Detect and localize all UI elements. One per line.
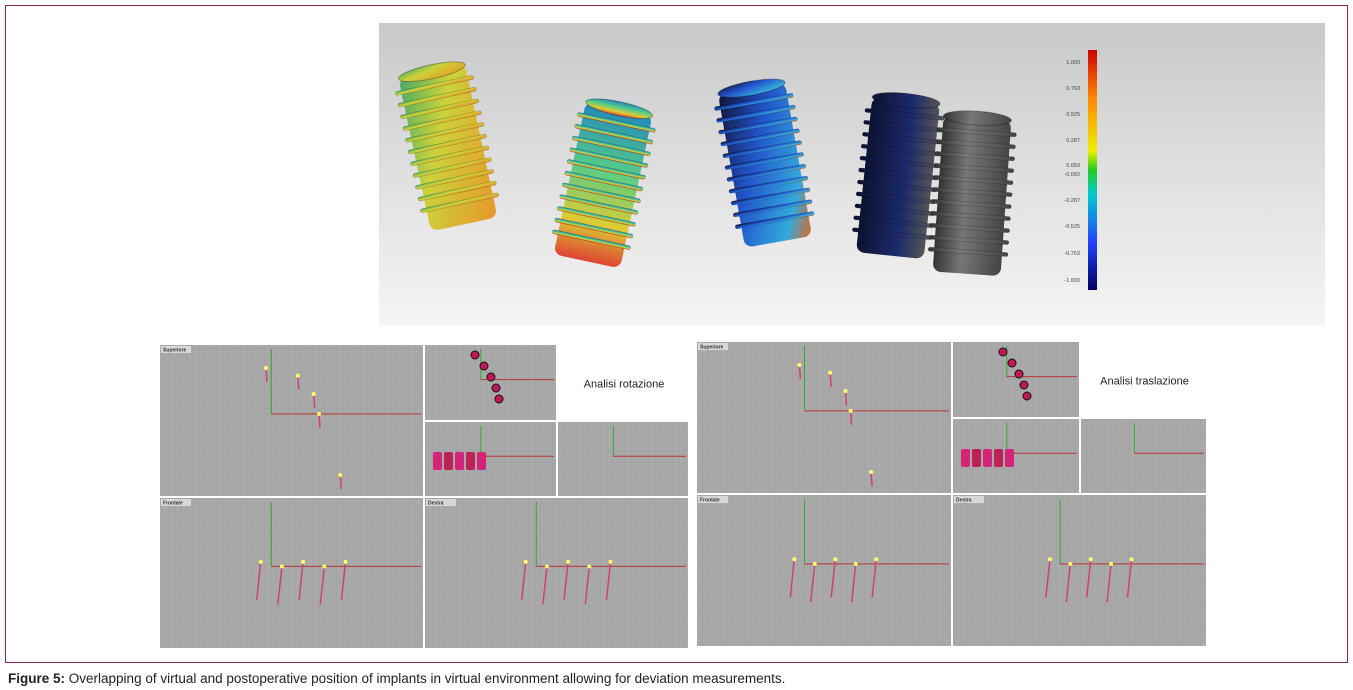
implant-marker (319, 414, 320, 428)
caption: Figure 5: Overlapping of virtual and pos… (8, 671, 785, 686)
implant-head (1109, 562, 1113, 566)
implant-head (1068, 562, 1072, 566)
implant-head (792, 557, 796, 561)
implant-head (344, 560, 348, 564)
scale-label: -1.000 (1064, 278, 1080, 284)
implant-head (1048, 557, 1052, 561)
scale-label: -0.287 (1064, 198, 1080, 204)
implant-shape (487, 373, 495, 381)
viewport (558, 422, 688, 496)
viewport (697, 495, 951, 646)
implant-marker (851, 411, 852, 425)
implant-head (280, 564, 284, 568)
implant-head (797, 363, 801, 367)
implant-head (843, 389, 847, 393)
implant-shape (492, 384, 500, 392)
implant-shape (1023, 392, 1031, 400)
viewport (425, 345, 556, 420)
scale-label: 0.525 (1066, 112, 1080, 118)
viewport (160, 345, 423, 496)
viewport-label: Frontale (163, 501, 183, 507)
implant-shape (1005, 449, 1014, 467)
implant-marker (830, 373, 831, 387)
implant-head (1089, 557, 1093, 561)
panel-note: Analisi rotazione (584, 379, 665, 391)
page: {"figure": { "heatmap": {"scale_labels":… (0, 0, 1353, 690)
viewport-label: Destra (428, 501, 444, 507)
implant-marker (340, 475, 341, 489)
scale-label: 0.050 (1066, 163, 1080, 169)
implant-head (296, 374, 300, 378)
implant-shape (466, 452, 475, 470)
implant-shape (433, 452, 442, 470)
implant-head (322, 564, 326, 568)
scale-label: 1.000 (1066, 60, 1080, 66)
implant-head (609, 560, 613, 564)
implant-marker (845, 391, 846, 405)
viewport (953, 419, 1079, 493)
viewport (953, 342, 1079, 417)
implant-head (312, 392, 316, 396)
viewport-panel: Superiore Analisi traslazione Frontale Dest… (697, 342, 1208, 646)
implant-shape (972, 449, 981, 467)
implant-head (264, 366, 268, 370)
scale-label: -0.525 (1064, 224, 1080, 230)
implant-head (259, 560, 263, 564)
implant-shape (999, 348, 1007, 356)
implant-head (869, 470, 873, 474)
figure: 1.000 0.763 0.525 0.287 0.050 -0.050 -0.287 -0.… (0, 0, 1353, 690)
heatmap-background (379, 23, 1325, 325)
implant-head (849, 409, 853, 413)
implant-marker (266, 368, 267, 382)
panel-note: Analisi traslazione (1100, 376, 1189, 388)
implant-head (566, 560, 570, 564)
viewport (697, 342, 951, 493)
color-scale (1088, 50, 1097, 290)
implant-shape (1008, 359, 1016, 367)
viewport (1081, 419, 1206, 493)
implant-marker (298, 376, 299, 390)
implant-shape (961, 449, 970, 467)
scale-label: 0.287 (1066, 138, 1080, 144)
implant-marker (314, 394, 315, 408)
implant-marker (871, 472, 872, 486)
implant-shape (983, 449, 992, 467)
implant-head (813, 562, 817, 566)
implant-head (854, 562, 858, 566)
viewport-label: Superiore (163, 348, 187, 354)
implant-head (317, 412, 321, 416)
implant-shape (477, 452, 486, 470)
implant-marker (799, 365, 800, 379)
implant-shape (495, 395, 503, 403)
viewport-label: Destra (956, 498, 972, 504)
implant-head (338, 473, 342, 477)
viewport-label: Frontale (700, 498, 720, 504)
implant-shape (1020, 381, 1028, 389)
implant-head (524, 560, 528, 564)
viewport-panel: Superiore Analisi rotazione Frontale Destra (160, 345, 690, 648)
heatmap-image: 1.000 0.763 0.525 0.287 0.050 -0.050 -0.287 -0.… (379, 23, 1325, 325)
viewport (953, 495, 1206, 646)
viewport-label: Superiore (700, 345, 724, 351)
viewport (160, 498, 423, 648)
implant-head (545, 564, 549, 568)
implant-shape (471, 351, 479, 359)
implant-head (301, 560, 305, 564)
implant-head (1130, 557, 1134, 561)
scale-label: 0.763 (1066, 86, 1080, 92)
scale-label: -0.763 (1064, 251, 1080, 257)
implant-shape (480, 362, 488, 370)
implant-head (828, 371, 832, 375)
implant-shape (444, 452, 453, 470)
implant-head (833, 557, 837, 561)
implant-shape (994, 449, 1003, 467)
viewport (425, 498, 688, 648)
scale-label: -0.050 (1064, 172, 1080, 178)
implant-shape (1015, 370, 1023, 378)
implant-head (874, 557, 878, 561)
implant-head (587, 564, 591, 568)
caption-label: Figure 5: (8, 671, 65, 686)
implant-shape (455, 452, 464, 470)
caption-text: Overlapping of virtual and postoperative… (69, 671, 786, 686)
